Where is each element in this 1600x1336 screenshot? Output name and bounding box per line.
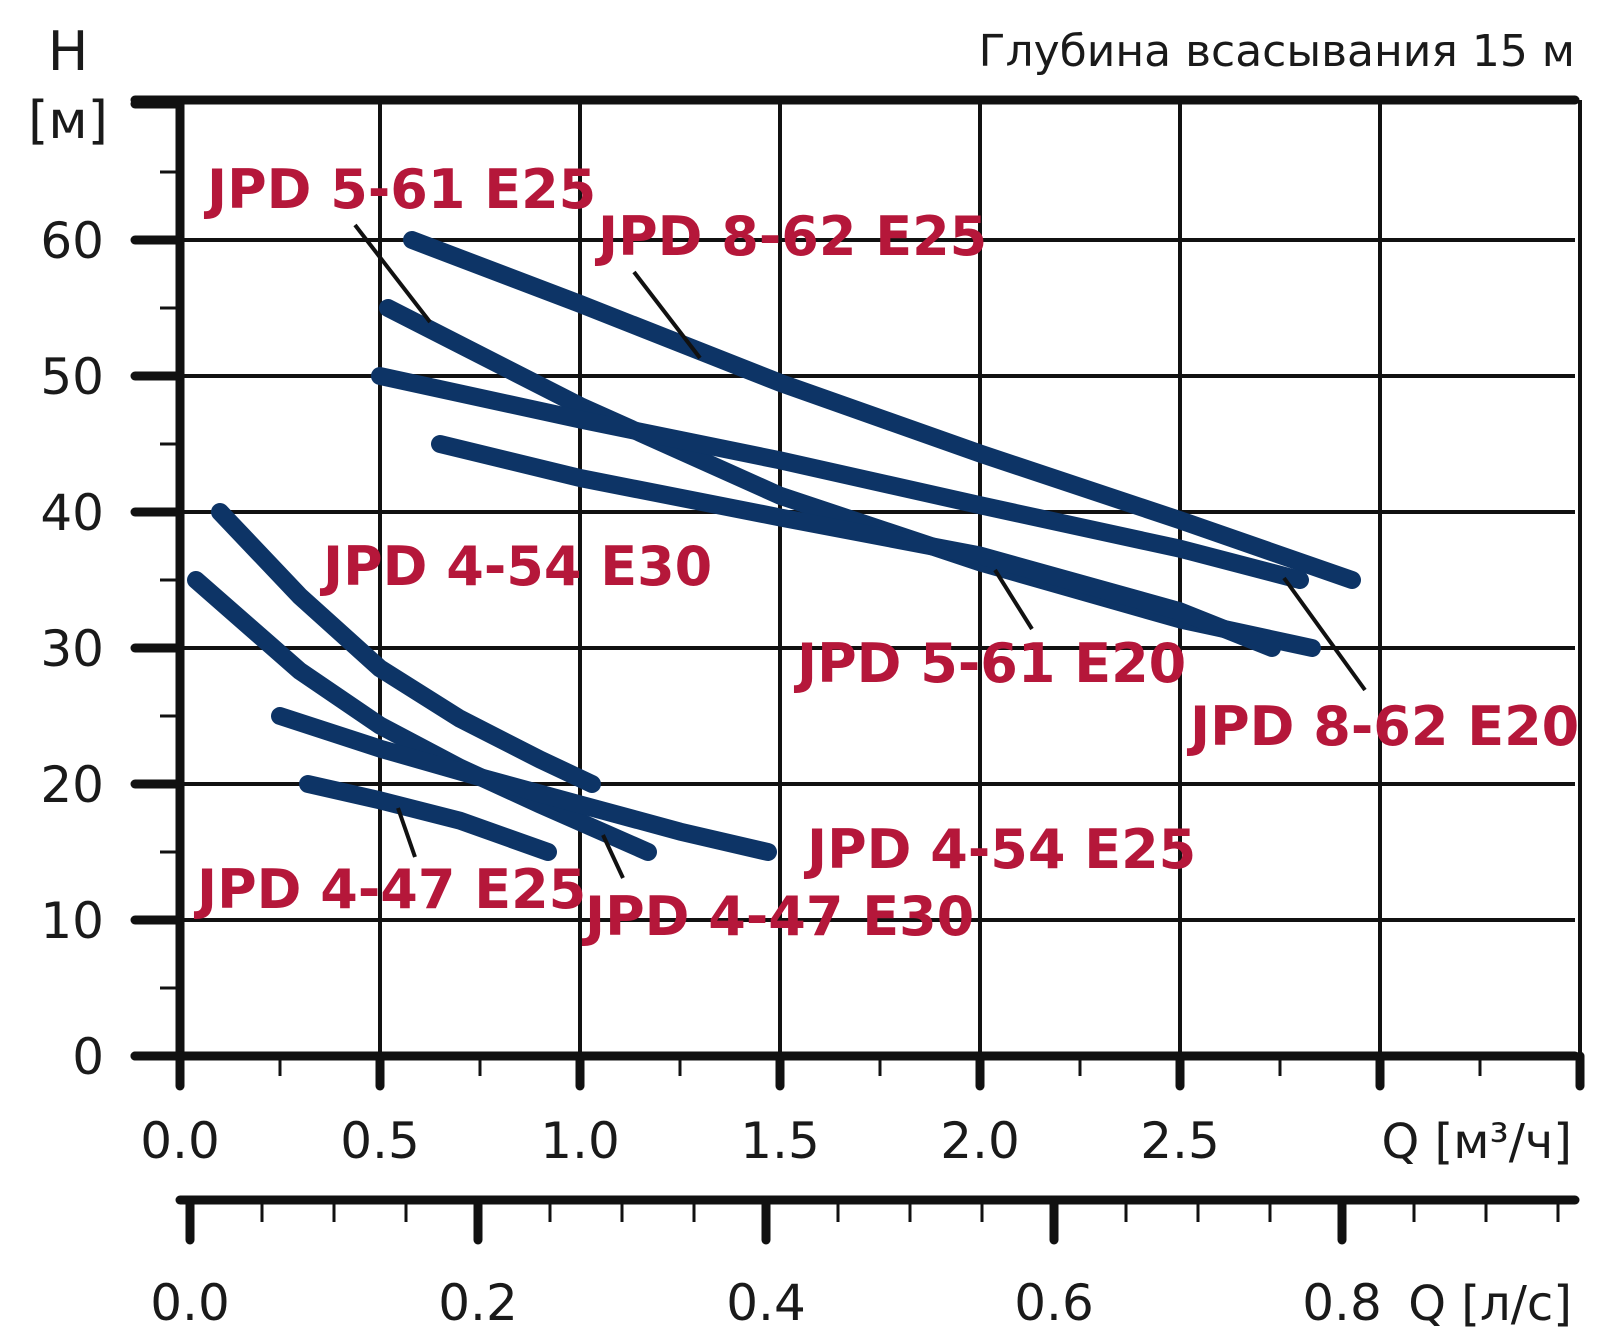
series-label: JPD 4-54 E25: [803, 818, 1196, 881]
series-line: [371, 367, 1309, 589]
leader-line: [601, 834, 625, 879]
x2-axis-label: Q [л/с]: [1408, 1276, 1572, 1332]
leader-line: [396, 807, 417, 858]
x-tick-label: 1.5: [740, 1112, 820, 1170]
series-label: JPD 4-47 E25: [193, 858, 586, 921]
leader-line: [632, 270, 702, 360]
x2-tick-label: 0.2: [438, 1274, 518, 1332]
series-line: [211, 503, 601, 793]
series-line: [431, 435, 1281, 657]
x2-tick-label: 0.6: [1014, 1274, 1094, 1332]
performance-curves: [187, 231, 1361, 861]
series-label: JPD 4-54 E30: [319, 535, 712, 598]
series-label: JPD 8-62 E20: [1186, 695, 1579, 758]
y-axis-label: H: [48, 20, 89, 83]
series-label: JPD 5-61 E20: [793, 632, 1186, 695]
leader-line: [1282, 576, 1367, 692]
series-line: [403, 231, 1361, 589]
y-tick-label: 0: [72, 1028, 104, 1086]
x-tick-label: 1.0: [540, 1112, 620, 1170]
y-tick-label: 50: [40, 348, 104, 406]
y-tick-label: 40: [40, 484, 104, 542]
axes: 0 10 20 30 40 50 60 0.0 0.5 1.0 1.5 2.0 2.5 0.0 0.2 0.4…: [40, 95, 1585, 1332]
x2-tick-label: 0.4: [726, 1274, 806, 1332]
series-label: JPD 5-61 E25: [203, 158, 596, 221]
y-tick-label: 20: [40, 756, 104, 814]
x2-tick-label: 0.8: [1302, 1274, 1382, 1332]
y-tick-label: 60: [40, 212, 104, 270]
y-axis-unit: [м]: [28, 91, 108, 151]
x-tick-label: 0.5: [340, 1112, 420, 1170]
leader-line: [353, 223, 432, 324]
y-tick-label: 30: [40, 620, 104, 678]
x2-tick-label: 0.0: [150, 1274, 230, 1332]
chart-title: Глубина всасывания 15 м: [979, 26, 1575, 77]
y-tick-label: 10: [40, 892, 104, 950]
x-tick-label: 0.0: [140, 1112, 220, 1170]
series-line: [299, 775, 557, 861]
series-line: [271, 707, 777, 861]
x-axis-label: Q [м³/ч]: [1382, 1114, 1572, 1170]
series-label: JPD 4-47 E30: [581, 885, 974, 948]
x-tick-label: 2.0: [940, 1112, 1020, 1170]
series-line: [187, 571, 657, 861]
leader-line: [993, 568, 1034, 631]
x-tick-label: 2.5: [1140, 1112, 1220, 1170]
series-label: JPD 8-62 E25: [594, 205, 987, 268]
